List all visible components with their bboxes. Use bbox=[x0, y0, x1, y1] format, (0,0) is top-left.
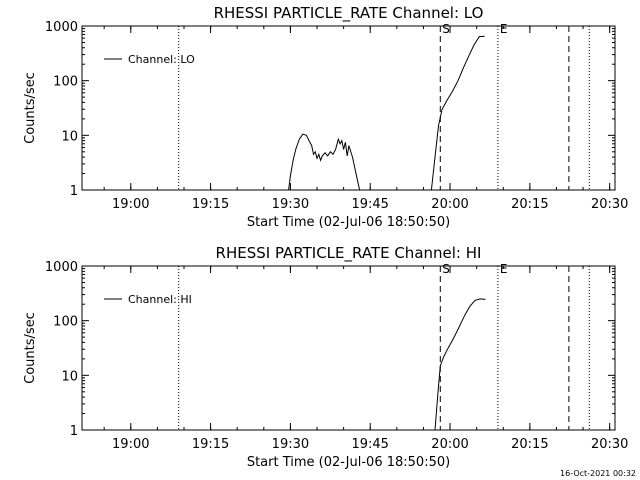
x-tick-label: 19:30 bbox=[272, 197, 309, 212]
legend-label: Channel: LO bbox=[128, 53, 195, 66]
event-marker-label: E bbox=[500, 262, 508, 276]
x-tick-label: 20:15 bbox=[511, 437, 548, 452]
y-tick-label: 10 bbox=[61, 129, 78, 144]
chart-panel-2: RHESSI PARTICLE_RATE Channel: HI 19:00 19:… bbox=[23, 244, 628, 470]
y-tick-label: 100 bbox=[53, 315, 78, 330]
y-axis-label: Counts/sec bbox=[23, 72, 38, 144]
y-axis-label: Counts/sec bbox=[23, 312, 38, 384]
x-tick-label: 20:00 bbox=[431, 437, 468, 452]
event-marker-label: S bbox=[442, 22, 450, 36]
x-tick-label: 19:00 bbox=[112, 437, 149, 452]
y-tick-label: 1000 bbox=[45, 260, 78, 275]
event-marker-label: E bbox=[500, 22, 508, 36]
x-tick-label: 20:30 bbox=[591, 197, 628, 212]
chart-title: RHESSI PARTICLE_RATE Channel: HI bbox=[216, 244, 482, 263]
x-tick-label: 20:00 bbox=[431, 197, 468, 212]
plot-frame bbox=[81, 25, 616, 191]
x-tick-label: 20:15 bbox=[511, 197, 548, 212]
x-tick-label: 19:30 bbox=[272, 437, 309, 452]
x-axis-label: Start Time (02-Jul-06 18:50:50) bbox=[247, 215, 450, 230]
x-tick-label: 19:15 bbox=[192, 437, 229, 452]
legend-label: Channel: HI bbox=[128, 293, 192, 306]
y-tick-label: 100 bbox=[53, 75, 78, 90]
series-line bbox=[434, 298, 486, 431]
y-tick-label: 1 bbox=[70, 184, 78, 199]
x-tick-label: 19:15 bbox=[192, 197, 229, 212]
x-tick-label: 19:45 bbox=[351, 437, 388, 452]
chart-panel-1: RHESSI PARTICLE_RATE Channel: LO 19:00 19:… bbox=[23, 4, 628, 230]
x-tick-label: 19:45 bbox=[351, 197, 388, 212]
y-tick-label: 1000 bbox=[45, 20, 78, 35]
y-tick-label: 1 bbox=[70, 424, 78, 439]
x-axis-label: Start Time (02-Jul-06 18:50:50) bbox=[247, 455, 450, 470]
y-tick-label: 10 bbox=[61, 369, 78, 384]
chart-title: RHESSI PARTICLE_RATE Channel: LO bbox=[214, 4, 484, 23]
x-tick-label: 19:00 bbox=[112, 197, 149, 212]
x-tick-label: 20:30 bbox=[591, 437, 628, 452]
plot-frame bbox=[81, 265, 616, 431]
footer-timestamp: 16-Oct-2021 00:32 bbox=[560, 469, 636, 478]
event-marker-label: S bbox=[442, 262, 450, 276]
series-line bbox=[288, 35, 485, 191]
